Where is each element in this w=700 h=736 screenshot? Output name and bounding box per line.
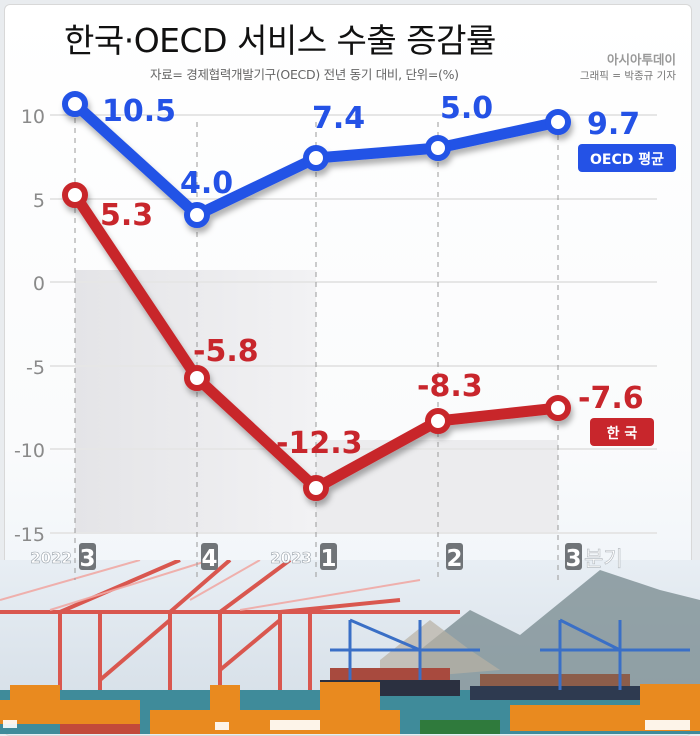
graphic-credit: 그래픽 = 박종규 기자: [579, 70, 676, 82]
korea-labels: 5.3 -5.8 -12.3 -8.3 -7.6: [100, 198, 644, 461]
quarter-label: 3: [79, 546, 95, 572]
korea-value-label: -7.6: [578, 381, 644, 416]
y-axis: 10 5 0 -5 -10 -15: [14, 106, 45, 546]
year-label-2023: 2023: [270, 549, 312, 567]
oecd-value-label: 4.0: [180, 166, 233, 201]
oecd-point: [303, 145, 329, 171]
gridlines: [50, 114, 657, 534]
port-photo: [0, 560, 700, 734]
quarter-unit-label: 분기: [584, 547, 623, 571]
korea-point: [184, 365, 210, 391]
chart-title: 한국·OECD 서비스 수출 증감률: [64, 21, 496, 60]
y-tick: -10: [14, 440, 45, 462]
oecd-point: [545, 109, 571, 135]
quarter-label: 1: [320, 546, 336, 572]
y-tick: 0: [33, 273, 45, 295]
shaded-area-2023: [316, 440, 558, 533]
oecd-labels: 10.5 4.0 7.4 5.0 9.7: [102, 91, 640, 201]
legend-oecd-label: OECD 평균: [590, 151, 664, 168]
oecd-point: [184, 202, 210, 228]
korea-point: [62, 182, 88, 208]
korea-value-label: -5.8: [193, 334, 259, 369]
korea-value-label: -12.3: [276, 426, 362, 461]
legend-korea: 한 국: [590, 418, 654, 446]
port-illustration: [0, 560, 700, 734]
korea-value-label: -8.3: [417, 369, 483, 404]
quarter-label: 3: [565, 546, 581, 572]
oecd-value-label: 5.0: [440, 91, 493, 126]
korea-point: [303, 475, 329, 501]
quarter-label: 4: [201, 546, 217, 572]
source-note: 자료= 경제협력개발기구(OECD) 전년 동기 대비, 단위=(%): [150, 67, 459, 82]
oecd-point: [62, 91, 88, 117]
korea-point: [425, 408, 451, 434]
y-tick: -15: [14, 524, 45, 546]
year-label-2022: 2022: [30, 549, 72, 567]
y-tick: 5: [33, 190, 45, 212]
korea-point: [545, 395, 571, 421]
x-axis: 2022 2023 3 4 1 2 3 분기: [30, 543, 623, 572]
legend-oecd: OECD 평균: [578, 144, 676, 172]
oecd-value-label: 7.4: [312, 101, 365, 136]
y-tick: -5: [26, 357, 45, 379]
oecd-value-label: 9.7: [587, 107, 640, 142]
korea-series: [62, 182, 571, 501]
oecd-series: [62, 91, 571, 228]
quarter-guides: [74, 118, 559, 580]
brand-logo: 아시아투데이: [606, 52, 676, 67]
oecd-point: [425, 135, 451, 161]
oecd-value-label: 10.5: [102, 94, 176, 129]
legend-korea-label: 한 국: [607, 426, 638, 442]
korea-value-label: 5.3: [100, 198, 153, 233]
quarter-label: 2: [446, 546, 462, 572]
shaded-area-2022: [75, 270, 316, 533]
y-tick: 10: [21, 106, 45, 128]
